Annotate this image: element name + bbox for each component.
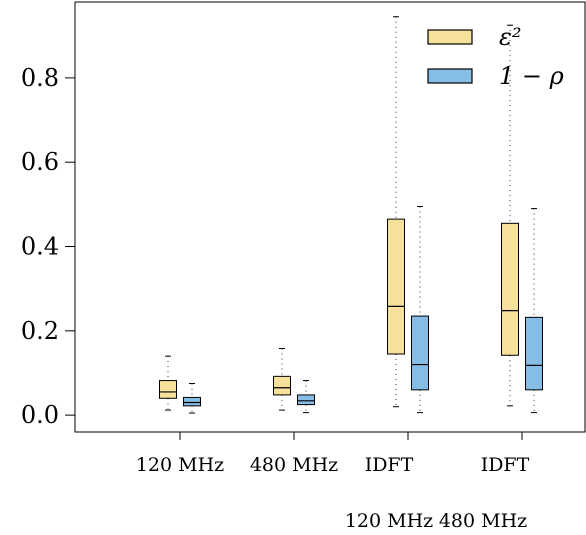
y-axis: 0.0 0.2 0.4 0.6 0.8 xyxy=(21,64,75,429)
y-tick-label: 0.2 xyxy=(21,317,59,345)
y-tick-label: 0.6 xyxy=(21,148,59,176)
box-0-2 xyxy=(387,16,405,408)
box-body xyxy=(159,380,177,399)
box-body xyxy=(183,396,201,407)
x-tick-label: IDFT xyxy=(481,454,530,476)
box-1-1 xyxy=(297,380,315,414)
y-tick-label: 0.8 xyxy=(21,64,59,92)
box-0-0 xyxy=(159,355,177,411)
legend-label: ε² xyxy=(499,23,522,51)
y-tick-label: 0.4 xyxy=(21,233,59,261)
legend-swatch xyxy=(427,29,473,45)
box-0-3 xyxy=(501,24,519,407)
x-tick-label: IDFT xyxy=(365,454,414,476)
legend-swatch xyxy=(427,68,473,84)
chart-marks xyxy=(159,16,543,414)
box-body xyxy=(387,218,405,355)
box-1-2 xyxy=(411,205,429,414)
y-tick-label: 0.0 xyxy=(21,401,59,429)
legend-label: 1 − ρ xyxy=(499,62,564,90)
plot-frame xyxy=(74,1,586,433)
x-tick-sublabel: 120 MHz xyxy=(345,510,433,532)
x-tick-sublabel: 480 MHz xyxy=(439,510,527,532)
box-body xyxy=(501,222,519,356)
box-body xyxy=(525,316,543,391)
box-0-1 xyxy=(273,348,291,411)
box-1-3 xyxy=(525,208,543,414)
x-tick-label: 120 MHz xyxy=(136,454,224,476)
box-body xyxy=(297,394,315,406)
box-1-0 xyxy=(183,383,201,414)
box-body xyxy=(411,315,429,391)
x-tick-label: 480 MHz xyxy=(250,454,338,476)
box-body xyxy=(273,375,291,396)
legend: ε² 1 − ρ xyxy=(427,23,564,90)
x-axis: 120 MHz 480 MHz IDFT 120 MHz IDFT 480 MHz xyxy=(136,432,530,532)
